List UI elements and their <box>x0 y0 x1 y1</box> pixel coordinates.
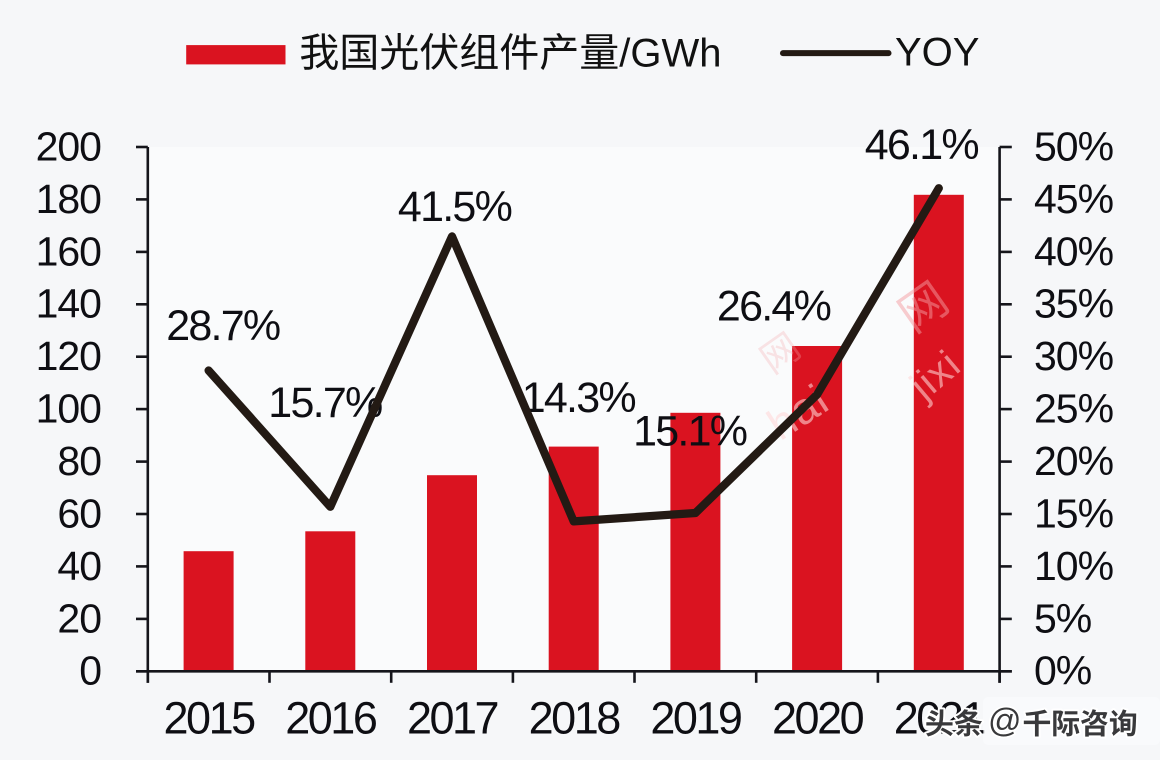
svg-text:35%: 35% <box>1034 281 1113 327</box>
svg-text:200: 200 <box>36 123 102 169</box>
svg-text:25%: 25% <box>1034 386 1113 432</box>
svg-text:2017: 2017 <box>407 693 498 744</box>
svg-text:26.4%: 26.4% <box>717 282 831 330</box>
svg-text:2015: 2015 <box>164 693 256 744</box>
svg-text:14.3%: 14.3% <box>522 374 636 422</box>
svg-text:50%: 50% <box>1034 123 1113 169</box>
svg-text:@: @ <box>988 702 1022 739</box>
svg-text:15%: 15% <box>1034 490 1113 536</box>
svg-text:2020: 2020 <box>772 693 864 744</box>
svg-text:15.1%: 15.1% <box>633 407 747 455</box>
svg-text:160: 160 <box>36 228 102 274</box>
svg-text:20: 20 <box>57 595 101 641</box>
svg-text:0%: 0% <box>1034 648 1091 694</box>
svg-text:10%: 10% <box>1034 543 1113 589</box>
svg-text:40%: 40% <box>1034 228 1113 274</box>
svg-text:180: 180 <box>36 176 102 222</box>
svg-text:100: 100 <box>36 386 102 432</box>
svg-text:41.5%: 41.5% <box>398 183 512 231</box>
svg-text:120: 120 <box>36 333 102 379</box>
svg-text:140: 140 <box>36 281 102 327</box>
svg-text:0: 0 <box>79 648 101 694</box>
svg-text:45%: 45% <box>1034 176 1113 222</box>
svg-text:2016: 2016 <box>285 693 377 744</box>
svg-text:28.7%: 28.7% <box>166 302 280 350</box>
svg-text:60: 60 <box>57 490 101 536</box>
svg-text:46.1%: 46.1% <box>865 121 979 169</box>
svg-text:2018: 2018 <box>529 693 621 744</box>
svg-text:5%: 5% <box>1034 595 1091 641</box>
svg-text:30%: 30% <box>1034 333 1113 379</box>
svg-text:YOY: YOY <box>895 31 979 75</box>
svg-text:80: 80 <box>57 438 101 484</box>
svg-text:20%: 20% <box>1034 438 1113 484</box>
svg-text:2019: 2019 <box>650 693 741 744</box>
svg-text:15.7%: 15.7% <box>268 379 382 427</box>
svg-text:/GWh: /GWh <box>619 32 721 76</box>
svg-text:40: 40 <box>57 543 101 589</box>
